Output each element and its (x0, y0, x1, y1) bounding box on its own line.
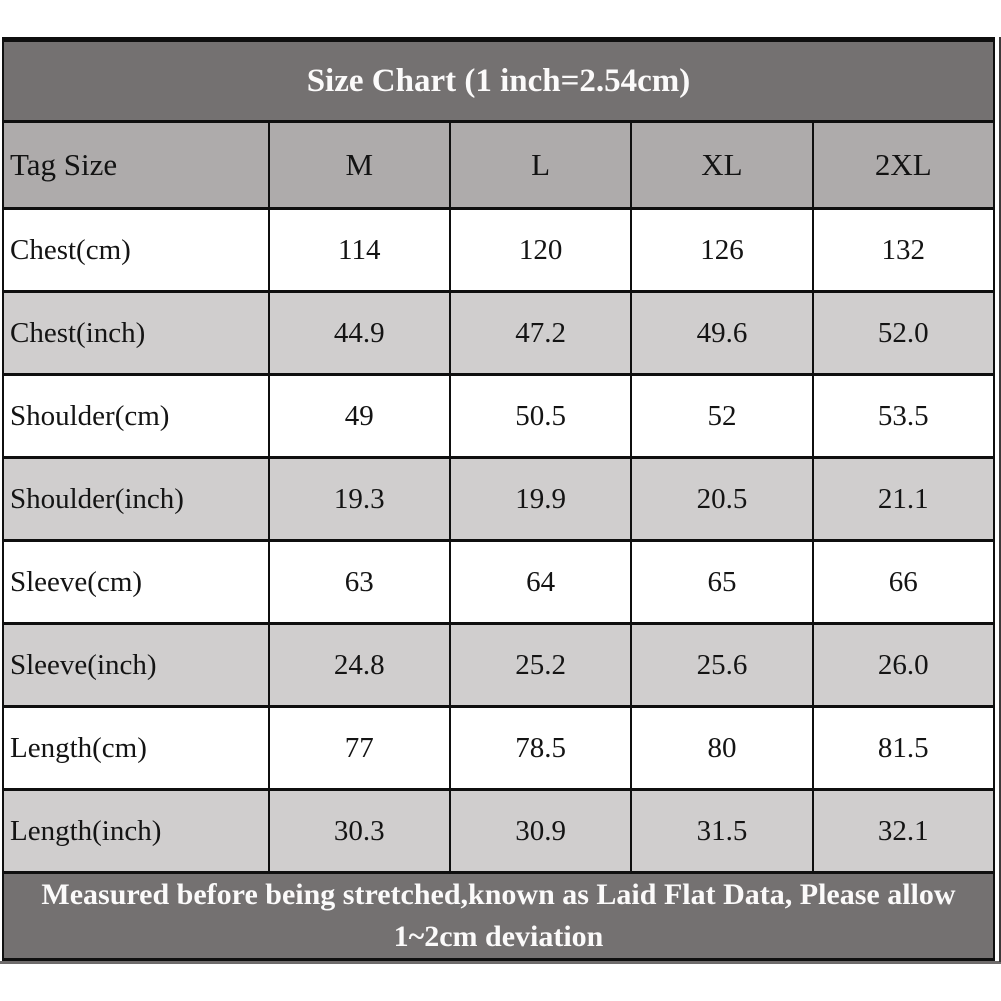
cell-value: 53.5 (811, 373, 996, 459)
cell-value: 47.2 (448, 290, 633, 376)
header-row: Tag Size M L XL 2XL (2, 120, 996, 210)
cell-value: 20.5 (630, 456, 814, 542)
row-label: Shoulder(inch) (2, 456, 270, 542)
table-row-length-cm: Length(cm) 77 78.5 80 81.5 (2, 705, 996, 791)
table-row-shoulder-cm: Shoulder(cm) 49 50.5 52 53.5 (2, 373, 996, 459)
cell-value: 19.3 (267, 456, 451, 542)
cell-value: 24.8 (267, 622, 451, 708)
table-row-shoulder-inch: Shoulder(inch) 19.3 19.9 20.5 21.1 (2, 456, 996, 542)
row-label: Chest(inch) (2, 290, 270, 376)
cell-value: 66 (811, 539, 996, 625)
row-label: Sleeve(cm) (2, 539, 270, 625)
photo-right-edge-line (999, 37, 1001, 962)
cell-value: 50.5 (448, 373, 633, 459)
header-size-2xl: 2XL (811, 120, 996, 210)
cell-value: 49 (267, 373, 451, 459)
footer-row: Measured before being stretched,known as… (2, 871, 995, 961)
cell-value: 21.1 (811, 456, 996, 542)
table-row-sleeve-cm: Sleeve(cm) 63 64 65 66 (2, 539, 996, 625)
cell-value: 25.2 (448, 622, 633, 708)
photo-bottom-edge-line (0, 961, 1001, 964)
cell-value: 30.3 (267, 788, 451, 874)
cell-value: 65 (630, 539, 814, 625)
cell-value: 52 (630, 373, 814, 459)
cell-value: 114 (267, 207, 451, 293)
cell-value: 132 (811, 207, 996, 293)
cell-value: 19.9 (448, 456, 633, 542)
row-label: Length(cm) (2, 705, 270, 791)
header-tag-size: Tag Size (2, 120, 270, 210)
size-chart-table: Size Chart (1 inch=2.54cm) Tag Size M L … (2, 37, 996, 961)
cell-value: 49.6 (630, 290, 814, 376)
row-label: Sleeve(inch) (2, 622, 270, 708)
cell-value: 44.9 (267, 290, 451, 376)
cell-value: 126 (630, 207, 814, 293)
header-size-m: M (267, 120, 451, 210)
header-size-l: L (448, 120, 633, 210)
cell-value: 64 (448, 539, 633, 625)
table-row-length-inch: Length(inch) 30.3 30.9 31.5 32.1 (2, 788, 996, 874)
title-row: Size Chart (1 inch=2.54cm) (2, 37, 995, 123)
table-row-chest-cm: Chest(cm) 114 120 126 132 (2, 207, 996, 293)
size-chart-table-container: Size Chart (1 inch=2.54cm) Tag Size M L … (2, 37, 996, 961)
cell-value: 32.1 (811, 788, 996, 874)
cell-value: 52.0 (811, 290, 996, 376)
row-label: Chest(cm) (2, 207, 270, 293)
row-label: Shoulder(cm) (2, 373, 270, 459)
cell-value: 31.5 (630, 788, 814, 874)
cell-value: 25.6 (630, 622, 814, 708)
header-size-xl: XL (630, 120, 814, 210)
cell-value: 120 (448, 207, 633, 293)
row-label: Length(inch) (2, 788, 270, 874)
table-row-chest-inch: Chest(inch) 44.9 47.2 49.6 52.0 (2, 290, 996, 376)
cell-value: 78.5 (448, 705, 633, 791)
cell-value: 80 (630, 705, 814, 791)
table-row-sleeve-inch: Sleeve(inch) 24.8 25.2 25.6 26.0 (2, 622, 996, 708)
cell-value: 77 (267, 705, 451, 791)
cell-value: 63 (267, 539, 451, 625)
cell-value: 81.5 (811, 705, 996, 791)
chart-title: Size Chart (1 inch=2.54cm) (2, 37, 995, 123)
measurement-note: Measured before being stretched,known as… (2, 871, 995, 961)
cell-value: 26.0 (811, 622, 996, 708)
cell-value: 30.9 (448, 788, 633, 874)
